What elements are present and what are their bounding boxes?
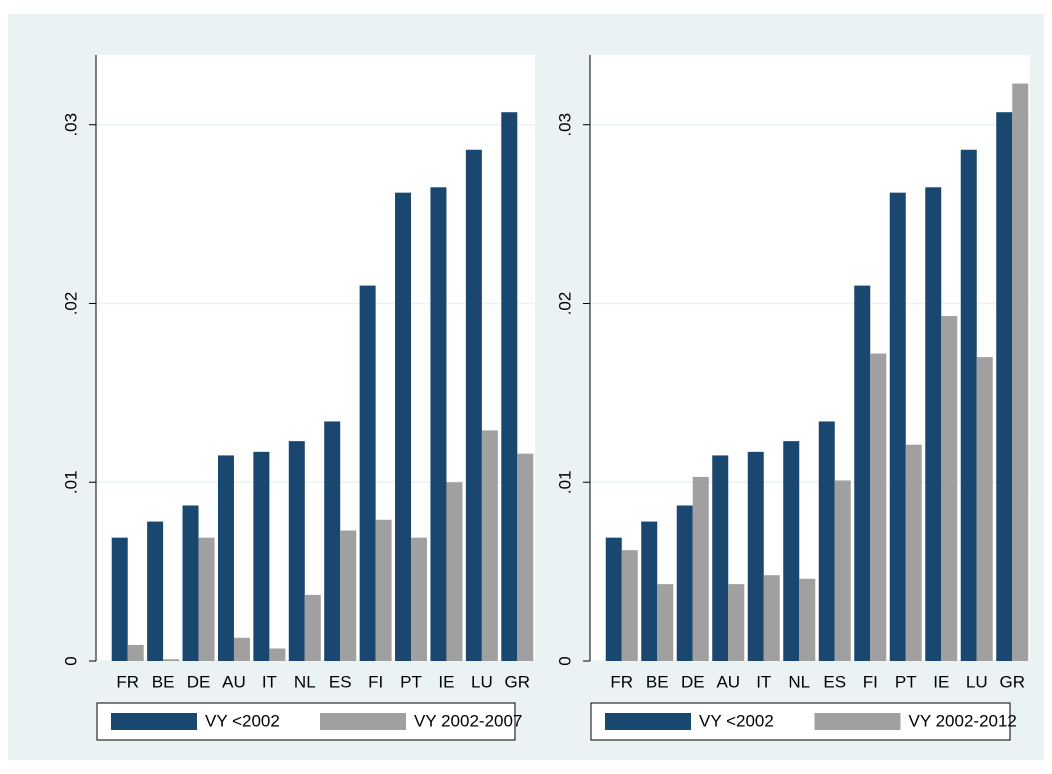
bar xyxy=(163,659,180,661)
y-tick-label: 0 xyxy=(61,656,80,665)
x-tick-label: FI xyxy=(368,672,383,691)
legend-label: VY 2002-2007 xyxy=(414,711,522,730)
bar xyxy=(304,594,321,661)
x-tick-label: FI xyxy=(863,672,878,691)
legend-box xyxy=(96,702,516,741)
bar xyxy=(359,285,376,661)
legend-swatch xyxy=(320,713,406,730)
legend-swatch xyxy=(111,713,197,730)
y-tick-label: .01 xyxy=(555,470,574,494)
bar xyxy=(889,192,906,662)
y-tick-label: .02 xyxy=(61,292,80,316)
bar xyxy=(941,315,958,661)
bar xyxy=(481,430,498,661)
bar xyxy=(799,578,816,661)
bar xyxy=(657,584,674,661)
x-tick-label: AU xyxy=(222,672,246,691)
x-tick-label: GR xyxy=(505,672,531,691)
x-tick-label: ES xyxy=(823,672,846,691)
x-tick-label: FR xyxy=(610,672,633,691)
y-tick-label: .03 xyxy=(61,113,80,137)
y-tick-label: 0 xyxy=(555,656,574,665)
x-tick-label: DE xyxy=(187,672,211,691)
x-tick-label: NL xyxy=(788,672,810,691)
bar xyxy=(340,530,357,661)
bar xyxy=(728,584,745,661)
legend-label: VY <2002 xyxy=(205,711,280,730)
bar xyxy=(411,537,428,661)
legend-swatch xyxy=(605,713,691,730)
x-tick-label: BE xyxy=(646,672,669,691)
x-tick-label: LU xyxy=(966,672,988,691)
legend-label: VY <2002 xyxy=(699,711,774,730)
bar xyxy=(834,480,851,661)
x-tick-label: LU xyxy=(471,672,493,691)
x-tick-label: GR xyxy=(1000,672,1026,691)
bar xyxy=(605,537,622,661)
y-tick-label: .01 xyxy=(61,470,80,494)
bar xyxy=(375,519,392,661)
bar xyxy=(641,521,658,661)
bar xyxy=(233,637,250,661)
bar xyxy=(430,187,447,661)
bar xyxy=(395,192,412,662)
x-tick-label: IT xyxy=(262,672,277,691)
x-tick-label: ES xyxy=(329,672,352,691)
legend-swatch xyxy=(814,713,901,730)
bar xyxy=(517,453,534,661)
bar xyxy=(198,537,215,661)
x-tick-label: IE xyxy=(438,672,454,691)
y-tick-label: .02 xyxy=(555,292,574,316)
bar xyxy=(960,149,977,662)
bar xyxy=(465,149,482,662)
bar xyxy=(996,112,1013,661)
x-tick-label: PT xyxy=(895,672,917,691)
legend-label: VY 2002-2012 xyxy=(909,711,1017,730)
bar xyxy=(147,521,164,661)
bar xyxy=(253,451,270,661)
y-tick-label: .03 xyxy=(555,113,574,137)
bar xyxy=(1012,83,1029,662)
bar xyxy=(621,550,638,661)
bar xyxy=(269,648,286,661)
x-tick-label: DE xyxy=(681,672,705,691)
bar xyxy=(870,353,887,661)
bar xyxy=(818,421,835,661)
bar xyxy=(324,421,341,661)
x-tick-label: FR xyxy=(116,672,139,691)
bar xyxy=(747,451,764,661)
bar xyxy=(446,482,463,661)
x-tick-label: AU xyxy=(716,672,740,691)
bar xyxy=(925,187,942,661)
x-tick-label: BE xyxy=(152,672,175,691)
bar xyxy=(182,505,199,661)
x-tick-label: IT xyxy=(756,672,771,691)
bar xyxy=(676,505,693,661)
bar xyxy=(111,537,128,661)
bar xyxy=(501,112,518,661)
bar xyxy=(783,441,800,661)
bar xyxy=(712,455,729,661)
x-tick-label: PT xyxy=(400,672,422,691)
bar xyxy=(763,575,780,661)
x-tick-label: IE xyxy=(933,672,949,691)
bar xyxy=(692,476,709,661)
bar xyxy=(127,644,144,661)
bar xyxy=(854,285,871,661)
bar xyxy=(905,444,922,661)
x-tick-label: NL xyxy=(294,672,316,691)
bar xyxy=(976,357,993,661)
bar xyxy=(217,455,234,661)
bar xyxy=(288,441,305,661)
